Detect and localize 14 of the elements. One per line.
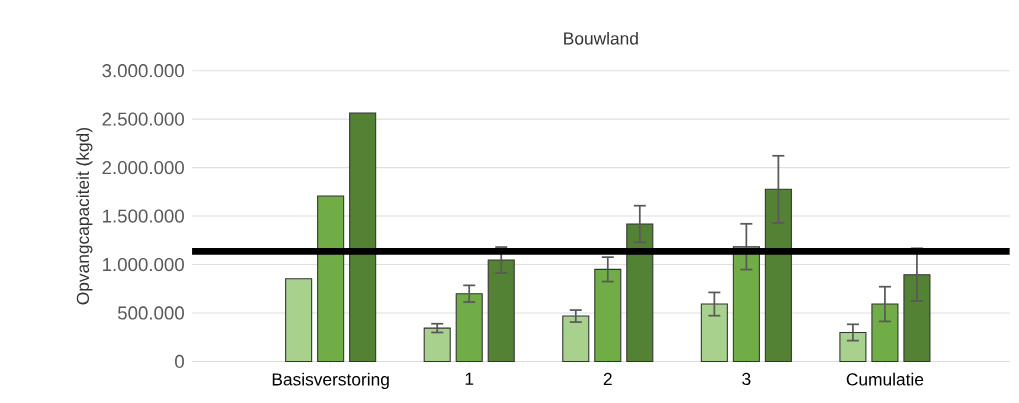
x-tick-label: 3 bbox=[742, 372, 751, 386]
y-tick-label: 2.500.000 bbox=[102, 112, 184, 126]
chart-title: Bouwland bbox=[564, 32, 638, 45]
x-tick-label: Basisverstoring bbox=[272, 372, 389, 390]
x-tick-label: 1 bbox=[465, 372, 474, 385]
y-tick-label: 3.000.000 bbox=[102, 64, 184, 78]
y-tick-label: 0 bbox=[175, 354, 184, 369]
y-tick-label: 2.000.000 bbox=[102, 161, 184, 175]
x-tick-label: 2 bbox=[603, 372, 612, 386]
y-tick-label: 1.000.000 bbox=[103, 258, 184, 272]
x-tick-label: Cumulatie bbox=[846, 372, 924, 386]
y-tick-label: 500.000 bbox=[117, 306, 184, 320]
y-tick-label: 1.500.000 bbox=[103, 209, 184, 223]
y-axis-title: Opvangcapaciteit (kgd) bbox=[76, 128, 93, 305]
